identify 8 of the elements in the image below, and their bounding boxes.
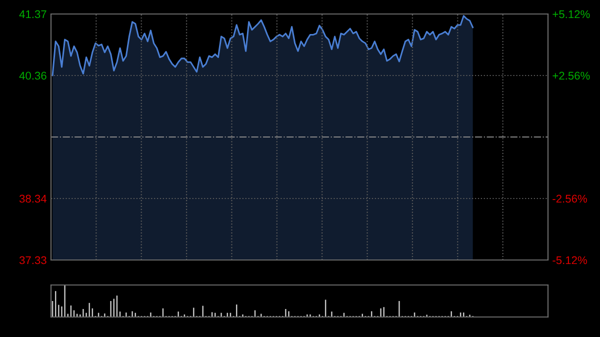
y2-tick-label: +2.56% — [552, 72, 590, 80]
y-tick-label: 38.34 — [19, 194, 47, 203]
y2-tick-label: +5.12% — [552, 10, 590, 18]
y-tick-label: 40.36 — [19, 72, 46, 80]
y2-tick-label: -2.56% — [552, 194, 587, 203]
y2-tick-label: -5.12% — [552, 256, 587, 264]
y-tick-label: 41.37 — [19, 10, 46, 18]
y-tick-label: 37.33 — [19, 256, 46, 264]
